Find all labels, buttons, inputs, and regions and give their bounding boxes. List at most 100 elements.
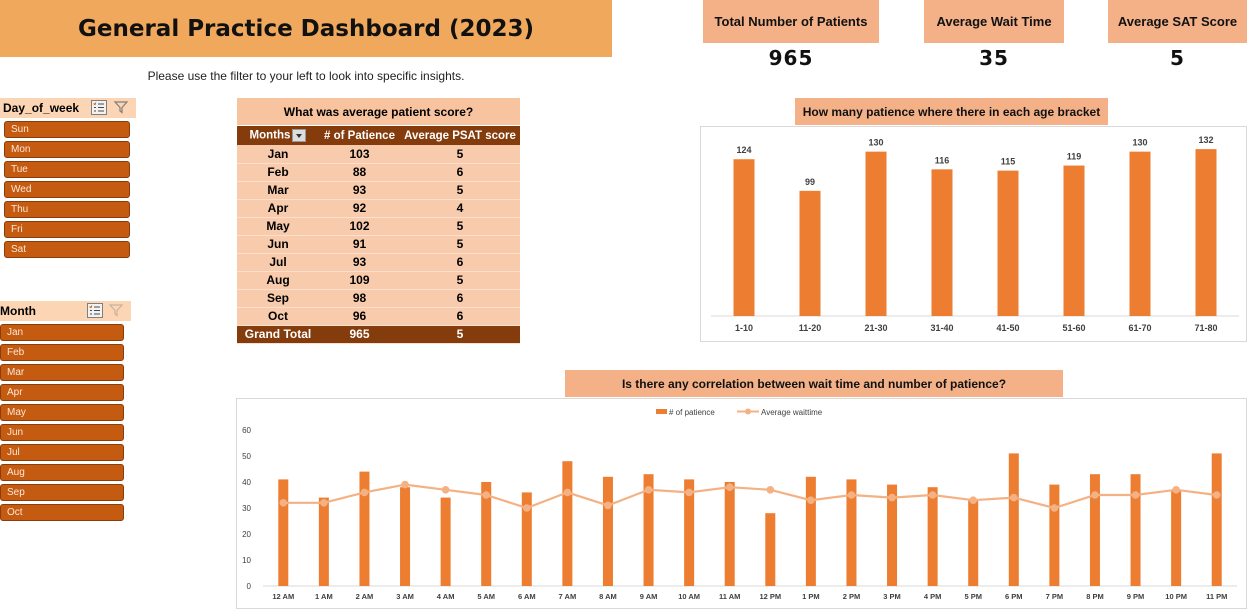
day-slicer-item-wed[interactable]: Wed bbox=[4, 181, 130, 198]
pivot-table: Months # of Patience Average PSAT score … bbox=[237, 126, 520, 344]
month-slicer-item-oct[interactable]: Oct bbox=[0, 504, 124, 521]
wait-time-point bbox=[969, 496, 978, 504]
hour-tick-label: 5 AM bbox=[477, 592, 495, 601]
wait-time-point bbox=[766, 486, 775, 494]
wait-time-point bbox=[482, 491, 491, 499]
row-psat-score: 6 bbox=[400, 253, 520, 272]
wait-time-point bbox=[1172, 486, 1180, 494]
month-slicer-item-feb[interactable]: Feb bbox=[0, 344, 124, 361]
y-tick-label: 20 bbox=[242, 530, 251, 539]
patience-bar bbox=[968, 500, 979, 586]
age-bar-51-60 bbox=[1063, 165, 1085, 316]
age-bar-61-70 bbox=[1129, 151, 1151, 316]
grand-total-row: Grand Total 965 5 bbox=[237, 325, 520, 344]
y-tick-label: 40 bbox=[242, 478, 251, 487]
month-slicer-item-aug[interactable]: Aug bbox=[0, 464, 124, 481]
month-slicer-item-mar[interactable]: Mar bbox=[0, 364, 124, 381]
patience-bar bbox=[1049, 484, 1060, 586]
clear-filter-icon[interactable] bbox=[108, 303, 124, 318]
wait-time-point bbox=[563, 488, 572, 497]
hour-tick-label: 12 AM bbox=[272, 592, 294, 601]
day-slicer-item-fri[interactable]: Fri bbox=[4, 221, 130, 238]
row-patient-count: 93 bbox=[319, 181, 400, 200]
row-month: Sep bbox=[237, 289, 319, 308]
row-month: Aug bbox=[237, 271, 319, 290]
day-slicer-item-mon[interactable]: Mon bbox=[4, 141, 130, 158]
correlation-chart: 0 10 20 30 40 50 60 12 AM 1 AM 2 AM 3 AM 4 AM 5 AM 6 … bbox=[242, 408, 1237, 601]
wait-time-point bbox=[685, 488, 693, 497]
day-slicer-item-sat[interactable]: Sat bbox=[4, 241, 130, 258]
age-bar-value-label: 119 bbox=[1067, 152, 1082, 162]
wait-time-line bbox=[283, 483, 1217, 510]
row-patient-count: 109 bbox=[319, 271, 400, 290]
y-tick-label: 60 bbox=[242, 426, 251, 435]
table-row: Jun 91 5 bbox=[237, 235, 520, 254]
pivot-header-months[interactable]: Months bbox=[237, 126, 319, 145]
kpi-sat-score-value: 5 bbox=[1170, 46, 1185, 70]
row-month: Jun bbox=[237, 235, 319, 254]
clear-filter-icon[interactable] bbox=[113, 100, 129, 115]
hour-tick-label: 11 AM bbox=[719, 592, 740, 601]
day-slicer-header: Day_of_week bbox=[0, 98, 136, 118]
patience-bar bbox=[887, 484, 898, 586]
kpi-wait-time-label: Average Wait Time bbox=[924, 0, 1064, 43]
month-slicer-item-jul[interactable]: Jul bbox=[0, 444, 124, 461]
age-tick-label: 1-10 bbox=[735, 323, 753, 333]
patience-bar bbox=[481, 482, 492, 586]
age-bar-value-label: 115 bbox=[1001, 157, 1016, 167]
age-tick-label: 31-40 bbox=[930, 323, 953, 333]
legend-marker bbox=[745, 408, 751, 415]
wait-time-point bbox=[644, 486, 653, 494]
day-slicer-item-sun[interactable]: Sun bbox=[4, 121, 130, 138]
wait-time-point bbox=[522, 504, 531, 512]
dashboard-title-banner: General Practice Dashboard (2023) bbox=[0, 0, 612, 57]
wait-time-point bbox=[401, 480, 409, 489]
hour-tick-label: 2 AM bbox=[356, 592, 374, 601]
hour-tick-label: 2 PM bbox=[843, 592, 861, 601]
multi-select-icon[interactable] bbox=[87, 303, 103, 318]
grand-total-psat: 5 bbox=[400, 325, 520, 344]
hour-tick-label: 9 AM bbox=[640, 592, 658, 601]
hour-tick-label: 3 PM bbox=[883, 592, 901, 601]
hour-tick-label: 6 AM bbox=[518, 592, 536, 601]
hour-tick-label: 7 PM bbox=[1046, 592, 1064, 601]
day-slicer-title: Day_of_week bbox=[3, 101, 80, 115]
day-slicer-item-tue[interactable]: Tue bbox=[4, 161, 130, 178]
month-slicer-item-jan[interactable]: Jan bbox=[0, 324, 124, 341]
wait-time-point bbox=[1131, 491, 1140, 499]
table-row: Apr 92 4 bbox=[237, 199, 520, 218]
month-slicer-item-apr[interactable]: Apr bbox=[0, 384, 124, 401]
age-tick-label: 41-50 bbox=[996, 323, 1019, 333]
filter-dropdown-icon[interactable] bbox=[292, 129, 307, 142]
month-slicer-item-jun[interactable]: Jun bbox=[0, 424, 124, 441]
multi-select-icon[interactable] bbox=[91, 100, 107, 115]
y-tick-label: 50 bbox=[242, 452, 251, 461]
kpi-total-patients-value: 965 bbox=[768, 46, 814, 70]
row-patient-count: 103 bbox=[319, 145, 400, 164]
row-psat-score: 5 bbox=[400, 271, 520, 290]
hour-tick-label: 10 PM bbox=[1165, 592, 1187, 601]
y-tick-label: 0 bbox=[247, 582, 252, 591]
age-tick-label: 61-70 bbox=[1128, 323, 1151, 333]
wait-time-point bbox=[279, 499, 288, 507]
row-month: May bbox=[237, 217, 319, 236]
month-slicer-header: Month bbox=[0, 301, 131, 321]
month-slicer-item-sep[interactable]: Sep bbox=[0, 484, 124, 501]
age-bar-value-label: 116 bbox=[935, 155, 950, 165]
age-tick-label: 71-80 bbox=[1194, 323, 1217, 333]
pivot-title: What was average patient score? bbox=[237, 98, 520, 125]
day-slicer-item-thu[interactable]: Thu bbox=[4, 201, 130, 218]
month-slicer-item-may[interactable]: May bbox=[0, 404, 124, 421]
hour-tick-label: 3 AM bbox=[396, 592, 414, 601]
table-row: Jul 93 6 bbox=[237, 253, 520, 272]
row-psat-score: 6 bbox=[400, 163, 520, 182]
legend-label-patience: # of patience bbox=[669, 408, 715, 417]
age-bar-1-10 bbox=[733, 159, 755, 316]
patience-bar bbox=[805, 476, 816, 586]
wait-time-point bbox=[888, 493, 896, 502]
y-tick-label: 30 bbox=[242, 504, 251, 513]
hour-tick-label: 8 PM bbox=[1086, 592, 1104, 601]
wait-time-point bbox=[360, 488, 369, 497]
age-tick-label: 51-60 bbox=[1062, 323, 1085, 333]
row-month: Feb bbox=[237, 163, 319, 182]
